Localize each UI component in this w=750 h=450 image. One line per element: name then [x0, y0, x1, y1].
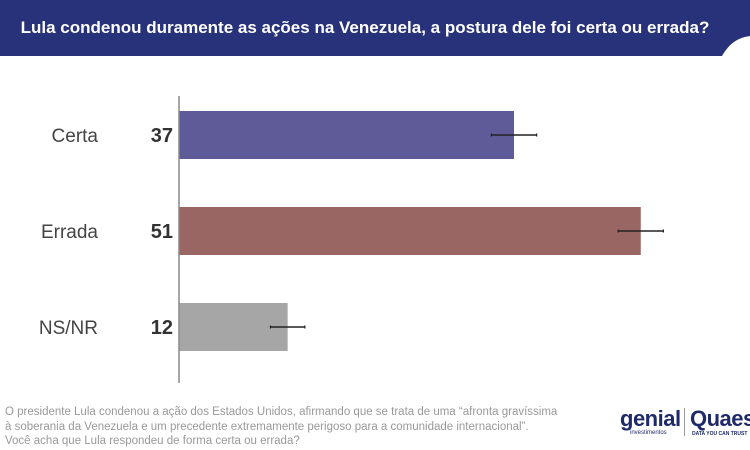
genial-logo-sub: investimentos [630, 430, 667, 436]
footnote-line: Você acha que Lula respondeu de forma ce… [5, 435, 300, 447]
footnote-line: O presidente Lula condenou a ação dos Es… [5, 406, 558, 418]
quaest-logo: Quaest [690, 406, 750, 431]
genial-logo: genial [620, 406, 681, 431]
category-label: Certa [52, 126, 99, 147]
data-label: 51 [151, 221, 173, 243]
header-banner [0, 0, 750, 56]
chart-title: Lula condenou duramente as ações na Vene… [20, 18, 710, 37]
category-label: Errada [41, 222, 98, 243]
data-label: 12 [151, 317, 173, 339]
footnote-line: à soberania da Venezuela e um precedente… [5, 420, 529, 433]
bar-errada [179, 207, 641, 255]
quaest-logo-sub: DATA YOU CAN TRUST [692, 431, 748, 437]
logo-divider [684, 408, 685, 436]
data-label: 37 [151, 125, 173, 147]
bar-certa [179, 111, 514, 159]
bar-chart: Certa 37 Errada 51 NS/NR 12 [39, 96, 664, 383]
bar-nsnr [179, 303, 288, 351]
footnote: O presidente Lula condenou a ação dos Es… [5, 405, 605, 449]
logos: genial investimentos Quaest DATA YOU CAN… [620, 404, 750, 440]
category-label: NS/NR [39, 318, 98, 339]
